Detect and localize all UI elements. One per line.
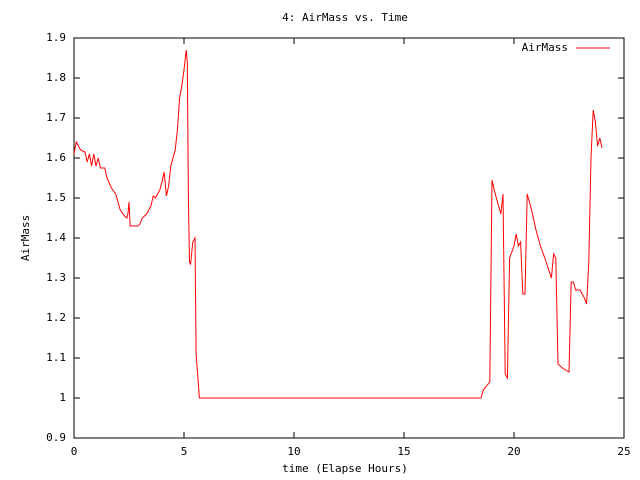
x-tick-label: 0 — [71, 445, 78, 458]
x-tick-label: 15 — [397, 445, 410, 458]
plot-border — [73, 37, 625, 439]
chart-title: 4: AirMass vs. Time — [282, 11, 408, 24]
y-tick-label: 0.9 — [46, 431, 66, 444]
y-tick-label: 1.9 — [46, 31, 66, 44]
y-tick-label: 1.4 — [46, 231, 66, 244]
y-axis-label: AirMass — [19, 215, 32, 261]
data-line — [73, 49, 603, 399]
legend-label: AirMass — [522, 41, 568, 54]
y-tick-label: 1.7 — [46, 111, 66, 124]
y-tick-label: 1.6 — [46, 151, 66, 164]
y-tick-label: 1.1 — [46, 351, 66, 364]
y-tick-label: 1.5 — [46, 191, 66, 204]
x-axis-label: time (Elapse Hours) — [282, 462, 408, 475]
x-tick-label: 25 — [617, 445, 630, 458]
y-tick-label: 1.2 — [46, 311, 66, 324]
x-tick-label: 10 — [287, 445, 300, 458]
y-tick-label: 1.8 — [46, 71, 66, 84]
y-tick-label: 1.3 — [46, 271, 66, 284]
x-tick-label: 5 — [181, 445, 188, 458]
x-tick-label: 20 — [507, 445, 520, 458]
y-tick-label: 1 — [59, 391, 66, 404]
